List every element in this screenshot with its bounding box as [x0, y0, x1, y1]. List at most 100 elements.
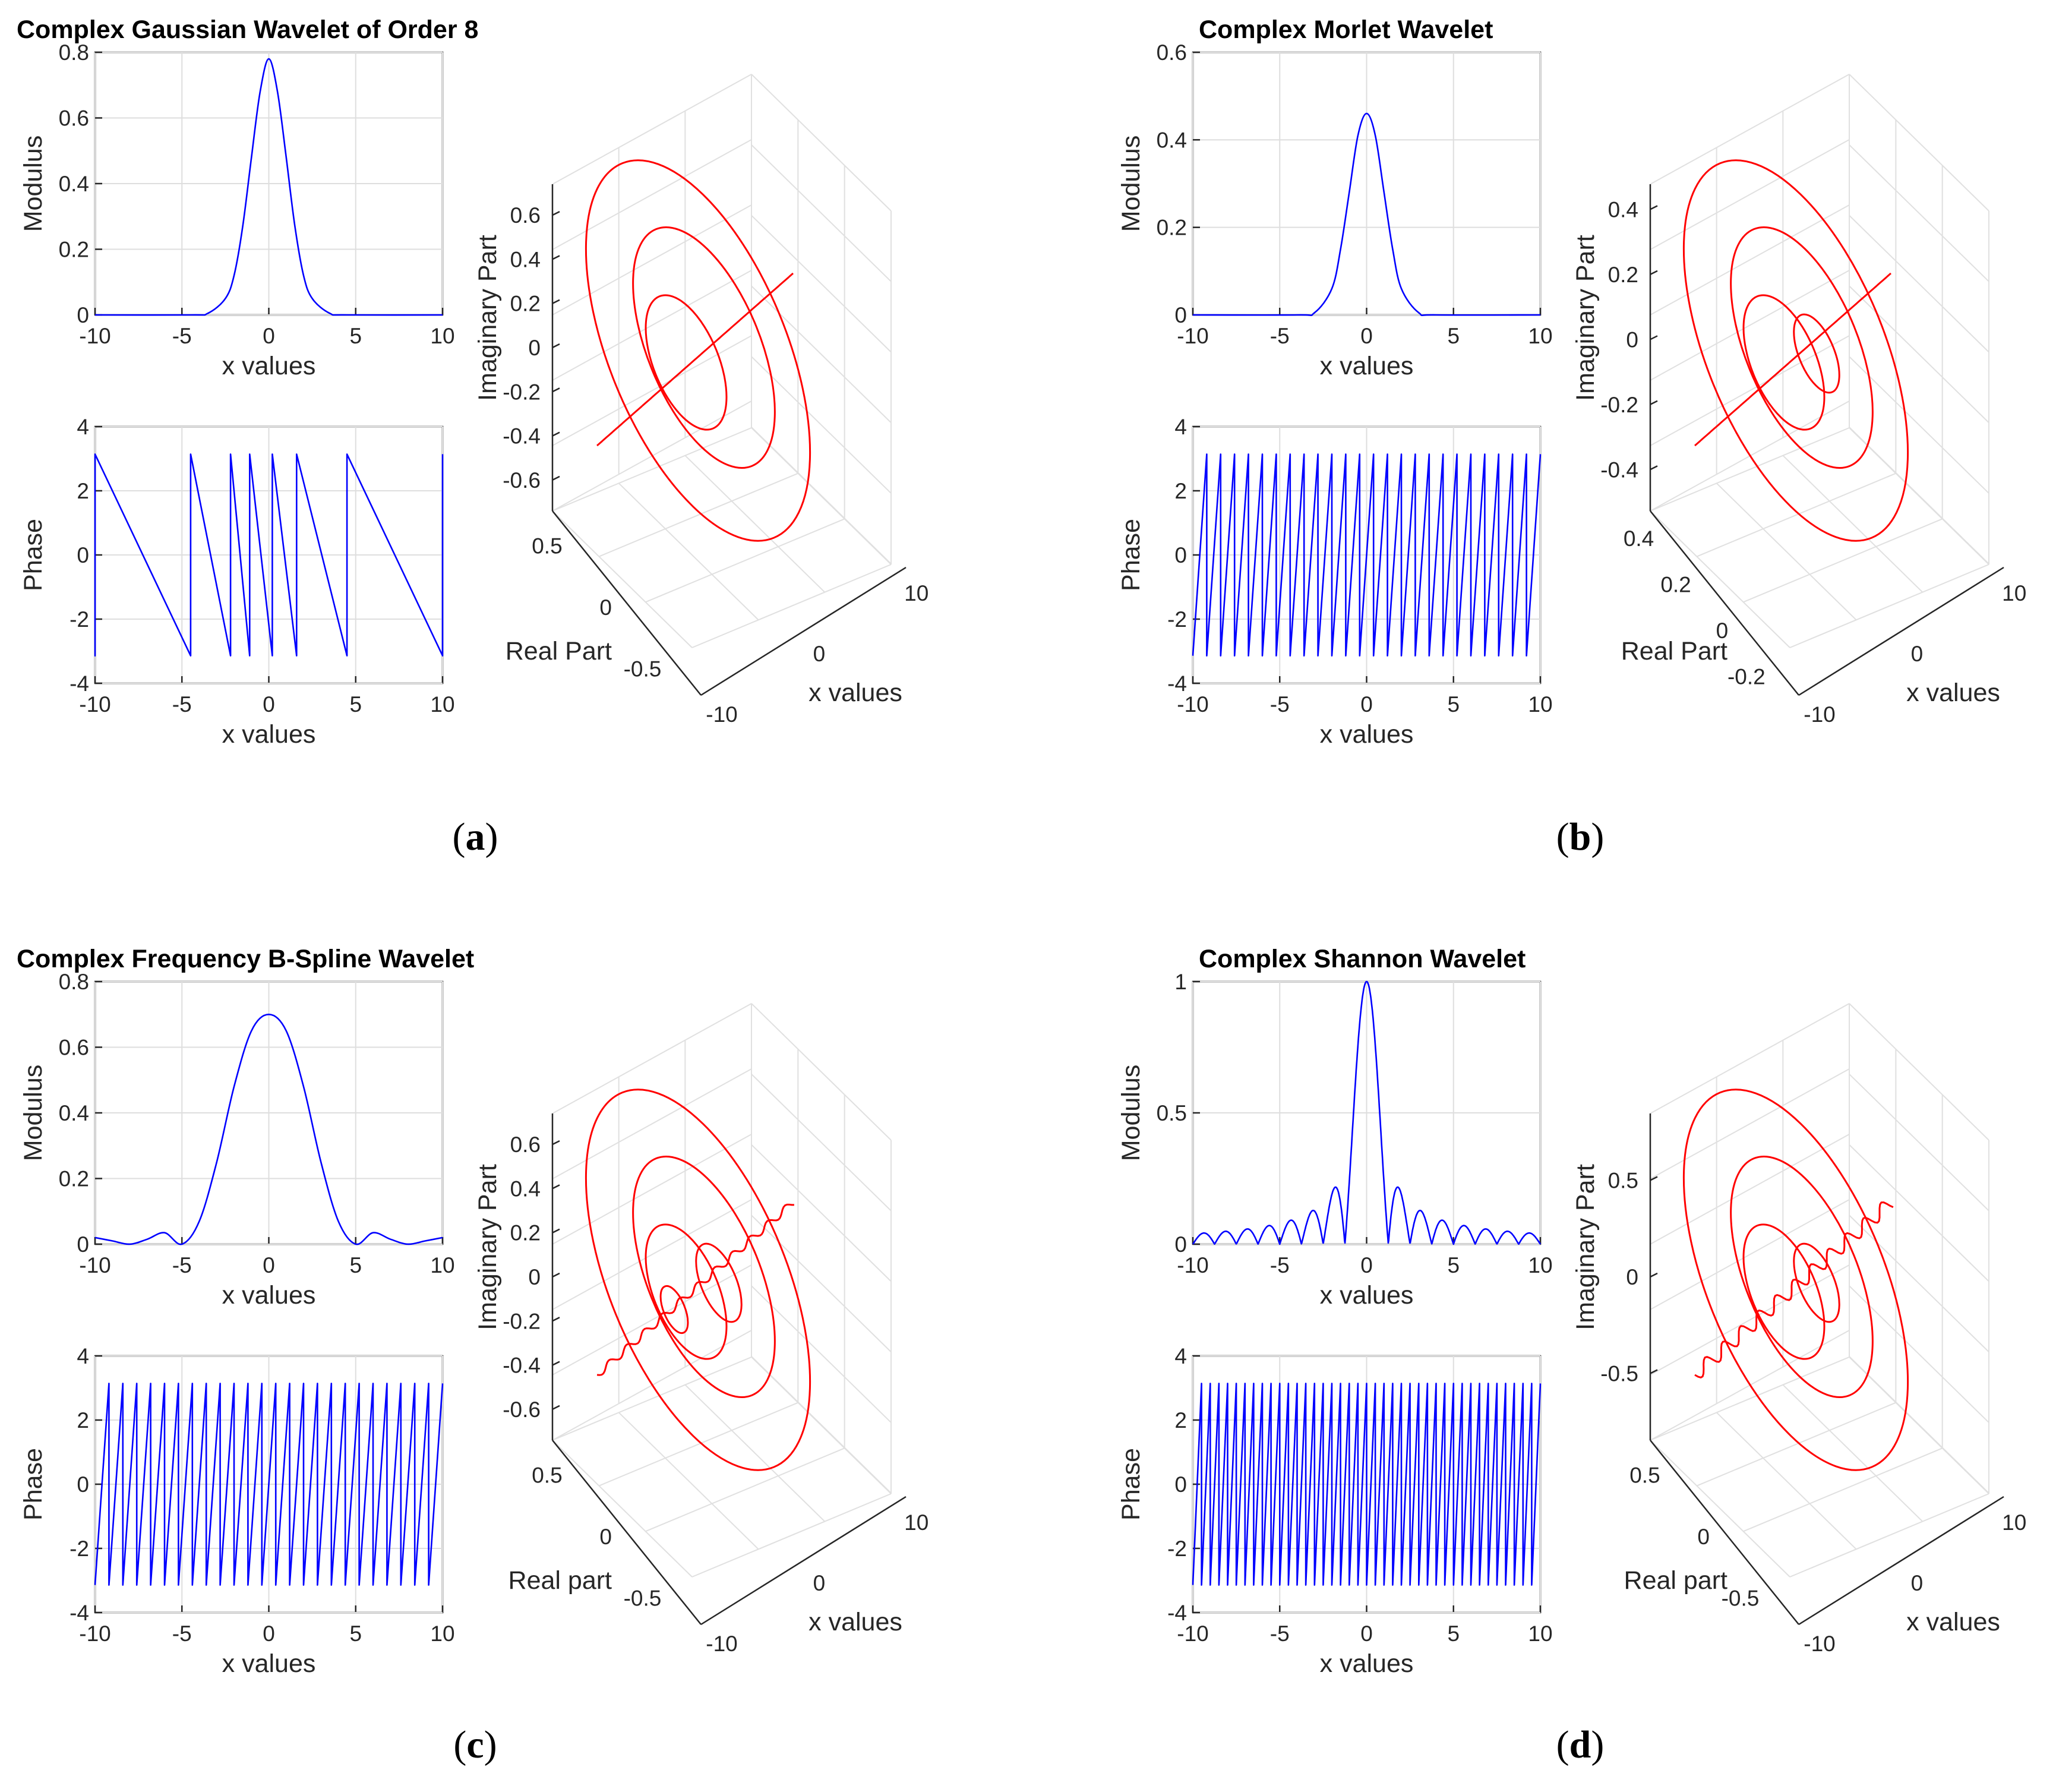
plot3d-x-tick-label: 0 [813, 642, 826, 666]
plot3d-grid-line [1743, 1447, 1943, 1532]
plot3d-z-tick [552, 1317, 560, 1322]
plot3d-z-tick-label: 0.2 [510, 1221, 541, 1245]
plot3d-z-tick [552, 1405, 560, 1410]
phase-x-tick-label: 5 [1447, 692, 1460, 717]
plot3d-grid-line [552, 74, 752, 185]
plot3d-z-axis-label: Imaginary Part [473, 235, 502, 401]
plot3d-z-axis-label: Imaginary Part [473, 1164, 502, 1330]
plot3d-z-tick-label: -0.5 [1600, 1362, 1638, 1386]
modulus-x-tick-label: 5 [1447, 324, 1460, 348]
plot3d-x-axis-label: x values [808, 679, 902, 707]
modulus-y-tick-label: 1 [1174, 970, 1187, 994]
plot3d-z-tick-label: 0 [528, 1265, 541, 1289]
phase-x-tick-label: -5 [1270, 1621, 1290, 1646]
plot3d-spiral-loop [1730, 1156, 1874, 1398]
modulus-x-tick-label: 5 [1447, 1253, 1460, 1277]
phase-y-tick-label: 2 [1174, 479, 1187, 503]
modulus-y-tick-label: 0.4 [59, 172, 89, 196]
plot3d-grid-line [751, 1003, 892, 1141]
modulus-x-tick-label: -10 [1177, 324, 1208, 348]
plot3d-y-tick-label: 0.5 [532, 534, 562, 559]
plot3d-z-tick-label: -0.2 [503, 380, 541, 404]
modulus-y-tick-label: 0.4 [59, 1101, 89, 1125]
plot3d-grid-line [1716, 482, 1857, 621]
plot3d-y-tick-label: -0.5 [1722, 1586, 1760, 1610]
modulus-x-tick-label: -5 [1270, 1253, 1290, 1277]
plot3d-z-tick-label: 0.2 [1608, 263, 1638, 287]
phase-x-tick-label: 10 [430, 1621, 454, 1646]
plot3d-grid-line [751, 214, 892, 353]
plot3d-grid-line [552, 204, 752, 316]
plot3d-grid-line [1849, 1356, 1989, 1494]
modulus-y-tick-label: 0.6 [59, 106, 89, 131]
plot3d-z-tick-label: -0.6 [503, 1397, 541, 1422]
phase-curve [1192, 453, 1542, 657]
plot3d-grid-line [1650, 1134, 1850, 1245]
plot3d-spiral-loop [645, 294, 728, 431]
plot3d-y-tick-label: -0.5 [624, 657, 662, 681]
phase-y-tick-label: -2 [70, 607, 89, 632]
plot3d-z-axis-label: Imaginary Part [1571, 1164, 1600, 1330]
plot3d-z-tick [1650, 465, 1658, 471]
phase-x-tick-label: -10 [79, 1621, 110, 1646]
plot3d-x-tick-label: -10 [706, 702, 737, 727]
modulus-x-tick-label: 0 [1360, 1253, 1373, 1277]
plot3d-z-tick [552, 255, 560, 260]
modulus-x-tick-label: 0 [263, 1253, 275, 1277]
phase-y-tick-label: 2 [77, 479, 89, 503]
plot3d-spiral-loop [632, 226, 776, 469]
plot3d-spiral-loop [1793, 313, 1840, 394]
plot3d-z-tick-label: 0.4 [1608, 197, 1638, 222]
plot3d-z-tick [552, 1272, 560, 1278]
plot3d-grid-line [552, 1440, 693, 1578]
plot3d-z-tick [552, 431, 560, 437]
modulus-x-tick-label: 10 [430, 324, 454, 348]
modulus-x-tick-label: -10 [79, 1253, 110, 1277]
plot3d-y-tick-label: 0 [599, 595, 612, 620]
panel-title: Complex Frequency B-Spline Wavelet [17, 945, 474, 973]
caption-close-paren: ) [484, 1723, 497, 1766]
plot3d-center-line [596, 272, 794, 447]
plot3d-grid-line [691, 1493, 892, 1578]
plot3d-x-tick-label: -10 [1804, 1632, 1835, 1656]
modulus-curve [94, 1014, 443, 1245]
plot3d-grid-line [552, 1003, 752, 1114]
plot3d-z-tick-label: -0.2 [1600, 393, 1638, 417]
phase-curve [94, 453, 444, 657]
modulus-y-tick-label: 0.4 [1157, 128, 1187, 152]
plot3d-grid-line [552, 510, 693, 648]
plot3d-grid-line [1849, 356, 1989, 494]
plot3d-x-axis [1798, 566, 2004, 696]
modulus-y-tick-label: 0 [77, 1232, 89, 1257]
plot3d-z-tick-label: -0.4 [503, 1354, 541, 1378]
plot3d-grid-line [552, 427, 752, 512]
plot3d-spiral-loop [632, 1156, 776, 1398]
phase-x-tick-label: -5 [172, 1621, 192, 1646]
modulus-y-axis-label: Modulus [19, 135, 48, 232]
plot3d-y-axis-label: Real part [1624, 1566, 1728, 1595]
phase-y-tick-label: -2 [1167, 1537, 1187, 1561]
plot3d-grid-line [552, 1068, 752, 1179]
plot3d-center-line [1694, 272, 1891, 447]
modulus-x-axis-label: x values [222, 1281, 316, 1310]
modulus-y-tick-label: 0 [1174, 1232, 1187, 1257]
phase-y-tick-label: 4 [1174, 1344, 1187, 1368]
phase-x-tick-label: 5 [349, 692, 362, 717]
phase-y-tick-label: 4 [1174, 415, 1187, 439]
plot3d-grid-line [1849, 1003, 1989, 1141]
plot3d-grid-line [1849, 285, 1989, 424]
plot3d-center-line [1694, 1201, 1894, 1378]
modulus-x-tick-label: -5 [172, 324, 192, 348]
modulus-x-tick-label: 0 [1360, 324, 1373, 348]
plot3d-spiral-loop [585, 1089, 811, 1471]
modulus-x-tick-label: -5 [172, 1253, 192, 1277]
phase-y-axis-label: Phase [1117, 1448, 1145, 1520]
plot3d-grid-line [1849, 1144, 1989, 1282]
plot3d-grid-line [1650, 1068, 1850, 1179]
panel-title: Complex Gaussian Wavelet of Order 8 [17, 15, 478, 44]
plot3d-x-axis [700, 1496, 907, 1626]
phase-x-tick-label: 10 [1528, 692, 1552, 717]
plot3d-z-tick [1650, 400, 1658, 405]
modulus-x-tick-label: -10 [79, 324, 110, 348]
